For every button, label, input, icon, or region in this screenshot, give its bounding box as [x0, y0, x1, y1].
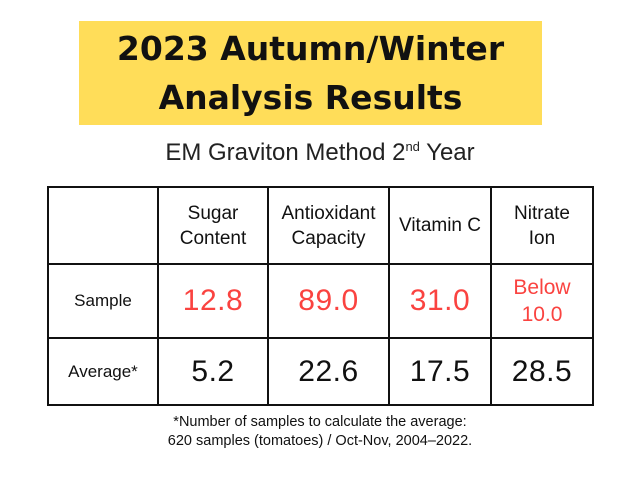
header-cell-vitamin-c: Vitamin C — [388, 186, 492, 265]
header-text: Sugar — [187, 202, 239, 224]
header-text: Capacity — [291, 227, 366, 249]
average-sugar-content-value: 5.2 — [157, 337, 269, 406]
subtitle: EM Graviton Method 2nd Year — [0, 139, 640, 167]
row-label-average: Average* — [47, 337, 159, 406]
subtitle-text: EM Graviton Method 2 — [165, 139, 406, 166]
header-cell-antioxidant-capacity: Antioxidant Capacity — [267, 186, 390, 265]
sample-sugar-content-value: 12.8 — [157, 263, 269, 339]
value-text: 31.0 — [409, 284, 471, 317]
sample-antioxidant-capacity-value: 89.0 — [267, 263, 390, 339]
subtitle-text-suffix: Year — [419, 139, 475, 166]
title-line-1: 2023 Autumn/Winter — [116, 29, 505, 68]
table-row-sample: Sample 12.8 89.0 31.0 Below 10.0 — [47, 263, 594, 339]
results-table: Sugar Content Antioxidant Capacity Vitam… — [47, 186, 594, 406]
average-vitamin-c-value: 17.5 — [388, 337, 492, 406]
header-text: Vitamin C — [398, 215, 481, 236]
value-text: Below 10.0 — [493, 274, 591, 328]
header-text: Nitrate — [514, 202, 570, 224]
value-line: 10.0 — [521, 303, 563, 326]
title-line-2: Analysis Results — [158, 78, 463, 117]
table-header-row: Sugar Content Antioxidant Capacity Vitam… — [47, 186, 594, 265]
footnote-line-1: *Number of samples to calculate the aver… — [173, 414, 467, 430]
subtitle-superscript: nd — [405, 139, 420, 154]
value-line: Below — [513, 276, 571, 299]
header-text: Antioxidant — [281, 202, 376, 224]
average-nitrate-ion-value: 28.5 — [490, 337, 594, 406]
header-text: Content — [179, 227, 247, 249]
header-cell-sugar-content: Sugar Content — [157, 186, 269, 265]
value-text: 22.6 — [298, 354, 359, 388]
footnote: *Number of samples to calculate the aver… — [0, 413, 640, 451]
sample-vitamin-c-value: 31.0 — [388, 263, 492, 339]
average-antioxidant-capacity-value: 22.6 — [267, 337, 390, 406]
row-label-sample: Sample — [47, 263, 159, 339]
value-text: 12.8 — [182, 284, 244, 317]
table-row-average: Average* 5.2 22.6 17.5 28.5 — [47, 337, 594, 406]
value-text: 89.0 — [298, 284, 359, 317]
value-text: 28.5 — [511, 354, 573, 388]
sample-nitrate-ion-value: Below 10.0 — [490, 263, 594, 339]
header-text: Ion — [528, 227, 556, 249]
value-text: 17.5 — [409, 354, 471, 388]
header-cell-nitrate-ion: Nitrate Ion — [490, 186, 594, 265]
footnote-line-2: 620 samples (tomatoes) / Oct-Nov, 2004–2… — [167, 433, 473, 449]
header-cell-empty — [47, 186, 159, 265]
value-text: 5.2 — [191, 354, 235, 388]
title-banner: 2023 Autumn/Winter Analysis Results — [79, 21, 542, 125]
